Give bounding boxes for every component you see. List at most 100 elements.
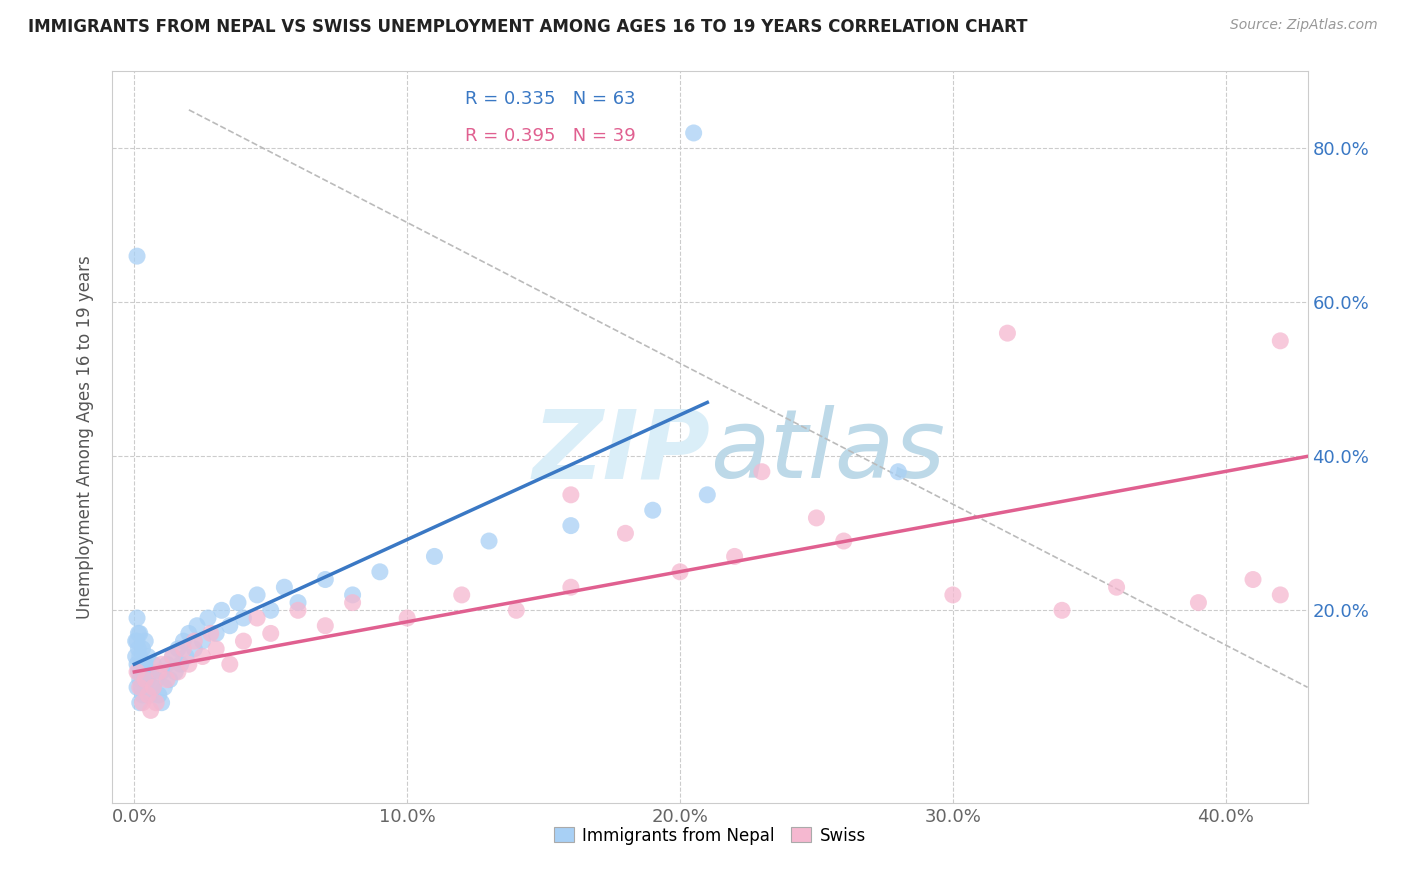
Point: [200, 626, 222, 640]
Point: [127, 641, 149, 656]
Point: [560, 488, 582, 502]
Point: [134, 673, 156, 687]
Point: [232, 634, 254, 648]
Point: [174, 649, 197, 664]
Point: [191, 649, 214, 664]
Point: [614, 526, 637, 541]
Point: [183, 641, 205, 656]
Point: [997, 326, 1019, 340]
Point: [1270, 588, 1292, 602]
Point: [246, 588, 269, 602]
Point: [669, 565, 692, 579]
Point: [191, 634, 214, 648]
Point: [124, 649, 146, 664]
Point: [125, 657, 148, 672]
Point: [832, 534, 855, 549]
Point: [153, 681, 176, 695]
Point: [139, 688, 162, 702]
Point: [150, 696, 173, 710]
Point: [125, 249, 148, 263]
Point: [127, 665, 149, 679]
Point: [205, 626, 228, 640]
Point: [342, 596, 364, 610]
Text: atlas: atlas: [710, 405, 945, 499]
Point: [505, 603, 527, 617]
Point: [177, 626, 200, 640]
Point: [162, 649, 184, 664]
Point: [478, 534, 501, 549]
Point: [682, 126, 704, 140]
Point: [396, 611, 419, 625]
Point: [131, 696, 153, 710]
Point: [125, 681, 148, 695]
Point: [177, 657, 200, 672]
Text: Source: ZipAtlas.com: Source: ZipAtlas.com: [1230, 18, 1378, 32]
Point: [751, 465, 773, 479]
Point: [124, 634, 146, 648]
Point: [139, 665, 162, 679]
Point: [125, 611, 148, 625]
Point: [172, 634, 194, 648]
Point: [128, 649, 150, 664]
Point: [314, 618, 336, 632]
Point: [287, 596, 309, 610]
Point: [150, 657, 173, 672]
Point: [211, 603, 233, 617]
Point: [134, 634, 156, 648]
Point: [142, 657, 165, 672]
Point: [134, 657, 156, 672]
Point: [128, 673, 150, 687]
Legend: Immigrants from Nepal, Swiss: Immigrants from Nepal, Swiss: [546, 818, 875, 853]
Point: [156, 657, 179, 672]
Point: [232, 611, 254, 625]
Point: [131, 688, 153, 702]
Point: [723, 549, 745, 564]
Point: [170, 657, 193, 672]
Y-axis label: Unemployment Among Ages 16 to 19 years: Unemployment Among Ages 16 to 19 years: [76, 255, 94, 619]
Text: R = 0.335   N = 63: R = 0.335 N = 63: [465, 90, 636, 108]
Point: [273, 580, 295, 594]
Point: [887, 465, 910, 479]
Point: [260, 603, 283, 617]
Point: [172, 641, 194, 656]
Point: [218, 657, 240, 672]
Point: [162, 649, 184, 664]
Point: [145, 696, 167, 710]
Point: [127, 626, 149, 640]
Point: [150, 665, 173, 679]
Point: [641, 503, 664, 517]
Point: [128, 696, 150, 710]
Point: [197, 611, 219, 625]
Point: [942, 588, 965, 602]
Point: [342, 588, 364, 602]
Point: [129, 681, 152, 695]
Point: [368, 565, 391, 579]
Point: [806, 511, 828, 525]
Point: [186, 618, 208, 632]
Point: [148, 665, 170, 679]
Point: [131, 665, 153, 679]
Point: [260, 626, 283, 640]
Point: [450, 588, 472, 602]
Point: [139, 703, 162, 717]
Point: [129, 657, 152, 672]
Point: [218, 618, 240, 632]
Point: [560, 580, 582, 594]
Point: [314, 573, 336, 587]
Point: [1105, 580, 1128, 594]
Point: [145, 673, 167, 687]
Point: [125, 634, 148, 648]
Point: [167, 641, 190, 656]
Text: ZIP: ZIP: [531, 405, 710, 499]
Text: R = 0.395   N = 39: R = 0.395 N = 39: [465, 127, 636, 145]
Point: [287, 603, 309, 617]
Point: [131, 641, 153, 656]
Point: [136, 688, 159, 702]
Point: [136, 673, 159, 687]
Point: [142, 681, 165, 695]
Point: [167, 665, 190, 679]
Point: [165, 665, 187, 679]
Point: [226, 596, 249, 610]
Point: [246, 611, 269, 625]
Point: [1050, 603, 1073, 617]
